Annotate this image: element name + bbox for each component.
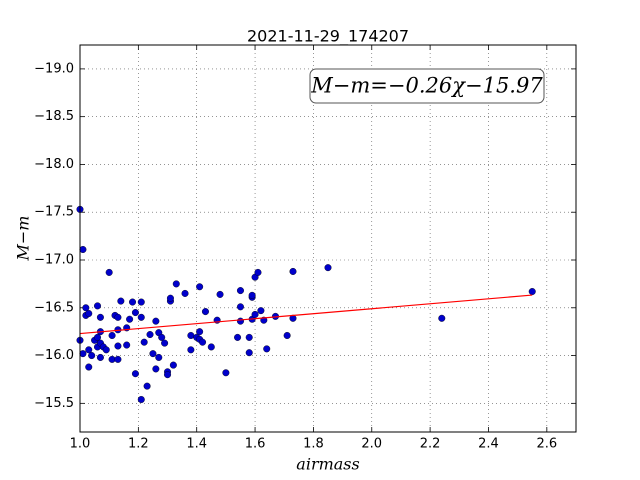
point	[222, 369, 230, 377]
point	[263, 345, 271, 353]
point	[149, 350, 157, 358]
point	[94, 302, 102, 310]
point	[289, 267, 297, 275]
point	[152, 365, 160, 373]
point	[201, 308, 209, 316]
y-tick-label: −16.0	[34, 348, 74, 363]
point	[216, 290, 224, 298]
point	[146, 331, 154, 339]
point	[158, 333, 166, 341]
point	[234, 333, 242, 341]
annotation-box	[309, 68, 545, 104]
point	[187, 331, 195, 339]
point	[88, 352, 96, 360]
point	[254, 268, 262, 276]
point	[196, 283, 204, 291]
y-tick-label: −17.0	[34, 253, 74, 268]
chart-title: 2021-11-29_174207	[247, 27, 409, 47]
point	[137, 298, 145, 306]
point	[164, 371, 172, 379]
point	[181, 289, 189, 297]
y-axis-label: M−m	[14, 216, 33, 262]
point	[155, 353, 163, 361]
point	[245, 349, 253, 357]
point	[236, 317, 244, 325]
point	[79, 245, 87, 253]
point	[137, 396, 145, 404]
point	[85, 310, 93, 318]
x-tick-label: 2.0	[361, 437, 382, 452]
y-tick-label: −18.5	[34, 109, 74, 124]
x-tick-label: 1.2	[128, 437, 149, 452]
point	[108, 331, 116, 339]
point	[140, 338, 148, 346]
point	[324, 264, 332, 272]
point	[236, 303, 244, 311]
point	[85, 346, 93, 354]
x-tick-label: 1.0	[70, 437, 91, 452]
point	[207, 343, 215, 351]
point	[131, 309, 139, 317]
point	[108, 355, 116, 363]
point	[143, 382, 151, 390]
point	[96, 313, 104, 321]
x-tick-label: 2.4	[478, 437, 499, 452]
point	[114, 355, 122, 363]
x-tick-label: 2.6	[536, 437, 557, 452]
point	[257, 307, 265, 315]
y-tick-label: −18.0	[34, 157, 74, 172]
point	[152, 317, 160, 325]
plot-frame	[79, 44, 577, 433]
point	[438, 314, 446, 322]
point	[131, 370, 139, 378]
y-tick-label: −16.5	[34, 300, 74, 315]
point	[123, 341, 131, 349]
fit-line	[79, 294, 533, 335]
point	[94, 333, 102, 341]
point	[82, 304, 90, 312]
point	[114, 342, 122, 350]
x-tick-label: 1.6	[245, 437, 266, 452]
x-tick-label: 1.4	[186, 437, 207, 452]
point	[187, 346, 195, 354]
point	[137, 313, 145, 321]
point	[245, 333, 253, 341]
y-tick-label: −19.0	[34, 61, 74, 76]
y-tick-label: −17.5	[34, 205, 74, 220]
point	[236, 287, 244, 295]
point	[129, 298, 137, 306]
x-axis-label: airmass	[296, 455, 359, 474]
annotation: M−m=−0.26χ−15.97	[310, 74, 543, 98]
point	[248, 291, 256, 299]
plot-area: 1.0 1.2 1.4 1.6 1.8 2.0 2.2 2.4 2.6 −15.5 −16.0 −16…	[34, 45, 576, 452]
point	[126, 315, 134, 323]
point	[528, 288, 536, 296]
point	[196, 328, 204, 336]
point	[102, 346, 110, 354]
point	[251, 310, 259, 318]
point	[161, 339, 169, 347]
y-tick-label: −15.5	[34, 396, 74, 411]
point	[79, 350, 87, 358]
point	[85, 363, 93, 371]
point	[114, 313, 122, 321]
point	[117, 297, 125, 305]
point	[283, 331, 291, 339]
point	[96, 353, 104, 361]
point	[199, 338, 207, 346]
point	[166, 294, 174, 302]
x-tick-label: 2.2	[420, 437, 441, 452]
point	[105, 268, 113, 276]
point	[169, 361, 177, 369]
point	[172, 280, 180, 288]
x-tick-label: 1.8	[303, 437, 324, 452]
